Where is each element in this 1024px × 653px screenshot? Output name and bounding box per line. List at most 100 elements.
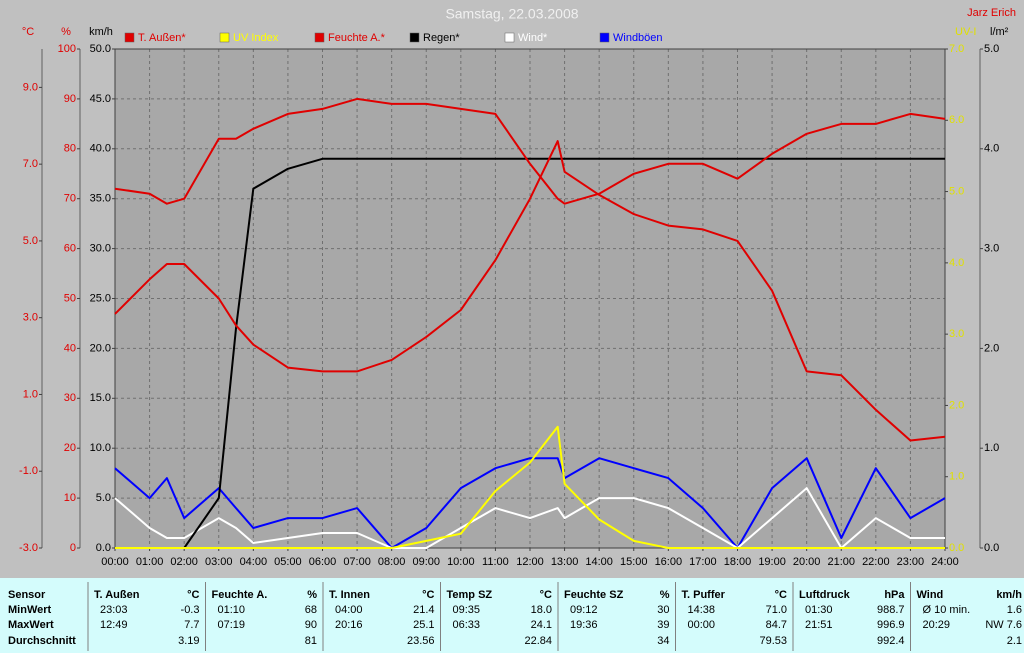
y-tick-label: 60: [64, 243, 76, 255]
y-tick-label: 0.0: [96, 542, 111, 554]
y-tick-label: 2.0: [949, 399, 964, 411]
legend-label: Feuchte A.*: [328, 32, 386, 44]
y-tick-label: 45.0: [90, 93, 111, 105]
x-tick-label: 22:00: [862, 556, 890, 568]
y-tick-label: 5.0: [96, 492, 111, 504]
y-tick-label: 7.0: [949, 43, 964, 55]
y-tick-label: 25.0: [90, 292, 111, 304]
y-tick-label: 4.0: [949, 257, 964, 269]
cell-value: NW 7.6: [985, 619, 1022, 631]
cell-time: Ø 10 min.: [923, 604, 971, 616]
plot-frame: [114, 48, 946, 549]
cell-value: 39: [657, 619, 669, 631]
y-tick-label: 50: [64, 292, 76, 304]
cell-average: 3.19: [178, 635, 199, 647]
y-tick-label: -3.0: [19, 542, 38, 554]
x-tick-label: 17:00: [689, 556, 717, 568]
cell-value: 1.6: [1007, 604, 1022, 616]
cell-time: 06:33: [453, 619, 481, 631]
x-tick-label: 18:00: [724, 556, 752, 568]
axis-unit-label: %: [61, 26, 71, 38]
x-tick-label: 02:00: [170, 556, 198, 568]
legend-swatch: [219, 32, 230, 43]
y-tick-label: 5.0: [23, 235, 38, 247]
cell-time: 07:19: [218, 619, 246, 631]
y-tick-label: -1.0: [19, 465, 38, 477]
group-name: T. Außen: [94, 589, 140, 601]
cell-time: 23:03: [100, 604, 128, 616]
y-tick-label: 70: [64, 193, 76, 205]
y-tick-label: 6.0: [949, 114, 964, 126]
y-tick-label: 10: [64, 492, 76, 504]
cell-time: 12:49: [100, 619, 128, 631]
y-tick-label: 4.0: [984, 143, 999, 155]
cell-value: 25.1: [413, 619, 434, 631]
cell-value: 996.9: [877, 619, 905, 631]
cell-time: 04:00: [335, 604, 363, 616]
cell-value: 24.1: [531, 619, 552, 631]
y-tick-label: 2.0: [984, 342, 999, 354]
legend-label: UV Index: [233, 32, 279, 44]
cell-average: 81: [305, 635, 317, 647]
group-name: Temp SZ: [447, 589, 493, 601]
group-unit: %: [307, 589, 317, 601]
legend-label: Windböen: [613, 32, 663, 44]
y-tick-label: 1.0: [23, 388, 38, 400]
group-unit: °C: [775, 589, 787, 601]
group-name: Wind: [917, 589, 944, 601]
axis-unit-label: °C: [22, 26, 34, 38]
x-tick-label: 03:00: [205, 556, 233, 568]
y-tick-label: 35.0: [90, 193, 111, 205]
group-unit: hPa: [884, 589, 905, 601]
y-tick-label: 20: [64, 442, 76, 454]
legend-swatch: [599, 32, 610, 43]
y-tick-label: 80: [64, 143, 76, 155]
y-tick-label: 5.0: [984, 43, 999, 55]
group-unit: °C: [187, 589, 199, 601]
cell-time: 01:10: [218, 604, 246, 616]
axis-unit-label: UV-I: [955, 26, 976, 38]
x-tick-label: 15:00: [620, 556, 648, 568]
y-tick-label: 0.0: [984, 542, 999, 554]
x-tick-label: 13:00: [551, 556, 579, 568]
y-tick-label: 7.0: [23, 158, 38, 170]
row-label: MinWert: [8, 604, 52, 616]
cell-time: 19:36: [570, 619, 598, 631]
cell-value: 7.7: [184, 619, 199, 631]
x-tick-label: 10:00: [447, 556, 475, 568]
cell-time: 21:51: [805, 619, 833, 631]
y-tick-label: 9.0: [23, 81, 38, 93]
x-tick-label: 14:00: [585, 556, 613, 568]
x-tick-label: 09:00: [412, 556, 440, 568]
cell-value: 90: [305, 619, 317, 631]
series-line: [114, 457, 946, 549]
cell-time: 14:38: [688, 604, 716, 616]
group-name: Feuchte A.: [212, 589, 268, 601]
cell-value: 68: [305, 604, 317, 616]
x-tick-label: 04:00: [240, 556, 268, 568]
x-tick-label: 08:00: [378, 556, 406, 568]
x-tick-label: 01:00: [136, 556, 164, 568]
row-label: MaxWert: [8, 619, 54, 631]
legend-label: Regen*: [423, 32, 460, 44]
y-tick-label: 3.0: [23, 312, 38, 324]
legend-swatch: [124, 32, 135, 43]
axis-unit-label: km/h: [89, 26, 113, 38]
x-tick-label: 05:00: [274, 556, 302, 568]
series-line: [114, 97, 946, 205]
y-tick-label: 90: [64, 93, 76, 105]
y-tick-label: 0.0: [949, 542, 964, 554]
legend-swatch: [409, 32, 420, 43]
y-tick-label: 1.0: [984, 442, 999, 454]
cell-time: 20:29: [923, 619, 951, 631]
cell-time: 01:30: [805, 604, 833, 616]
y-tick-label: 3.0: [984, 243, 999, 255]
group-unit: °C: [422, 589, 434, 601]
group-name: Feuchte SZ: [564, 589, 624, 601]
cell-time: 09:12: [570, 604, 598, 616]
chart-title: Samstag, 22.03.2008: [445, 6, 578, 22]
y-tick-label: 30: [64, 392, 76, 404]
series-line: [115, 425, 945, 549]
x-tick-label: 07:00: [343, 556, 371, 568]
legend-label: Wind*: [518, 32, 548, 44]
